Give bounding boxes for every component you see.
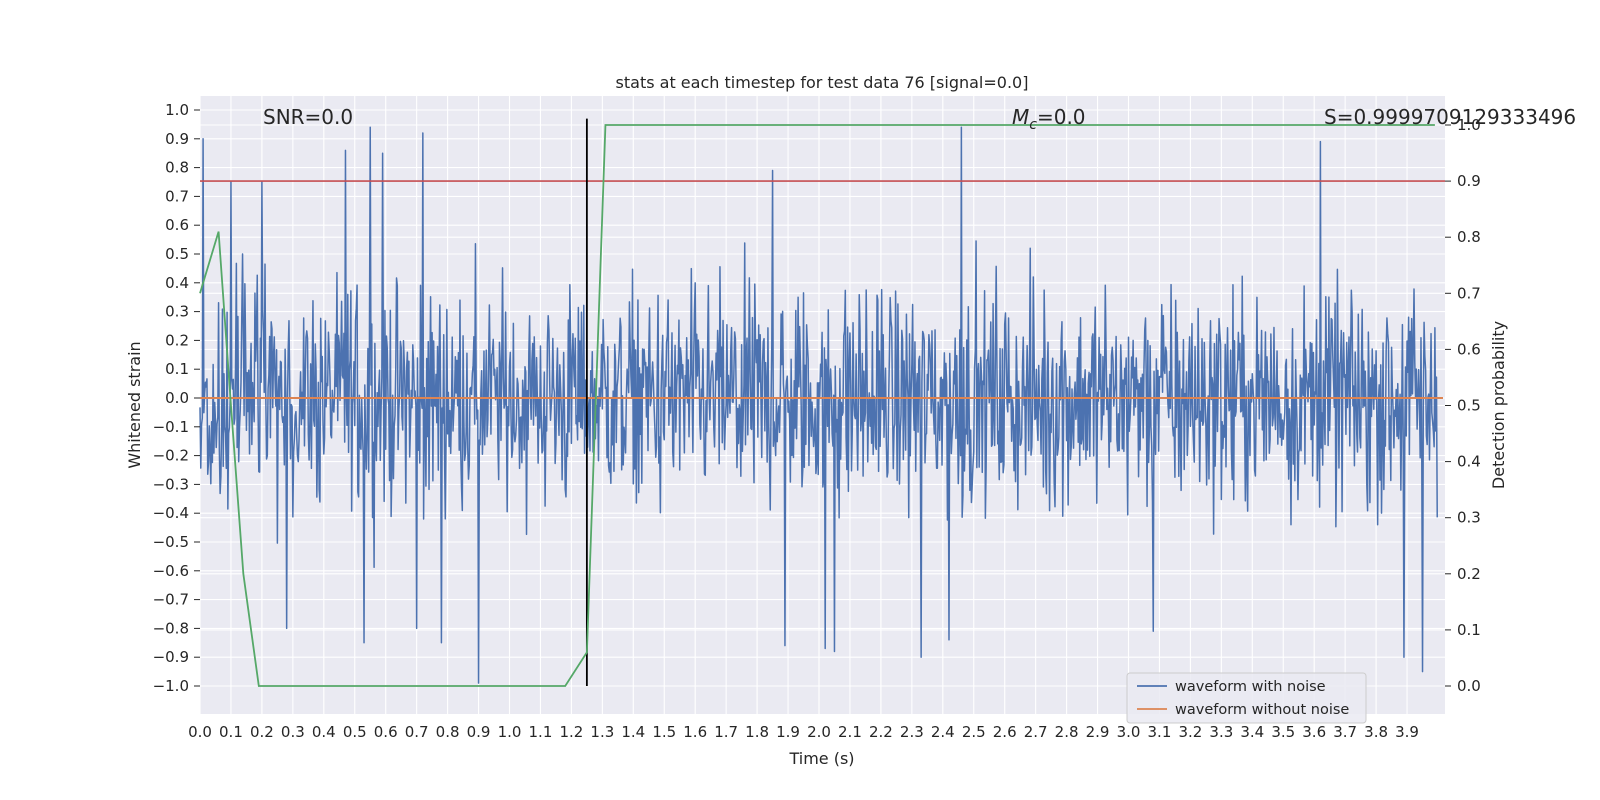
legend: waveform with noise waveform without noi… — [1126, 672, 1367, 724]
y-right-tick-label: 0.1 — [1457, 621, 1481, 639]
x-tick-label: 3.0 — [1117, 723, 1141, 741]
x-tick-label: 3.4 — [1240, 723, 1264, 741]
legend-box — [1126, 672, 1367, 724]
chart-title: stats at each timestep for test data 76 … — [616, 73, 1029, 92]
y-right-tick-label: 0.9 — [1457, 172, 1481, 190]
x-tick-label: 1.6 — [683, 723, 707, 741]
y-tick-label: −0.9 — [153, 648, 189, 666]
x-tick-label: 3.1 — [1148, 723, 1172, 741]
x-tick-label: 1.5 — [652, 723, 676, 741]
chirp-mass-annotation: Mc=0.0 — [1012, 105, 1086, 133]
y-tick-label: 0.1 — [165, 360, 189, 378]
x-tick-label: 2.0 — [807, 723, 831, 741]
x-tick-label: 0.4 — [312, 723, 336, 741]
x-tick-label: 3.5 — [1271, 723, 1295, 741]
x-tick-label: 2.4 — [931, 723, 955, 741]
noise-waveform-line — [199, 126, 1438, 684]
y-right-tick-label: 0.3 — [1457, 509, 1481, 527]
x-tick-label: 1.4 — [621, 723, 645, 741]
y-right-tick-label: 1.0 — [1457, 116, 1481, 134]
y-axis-ticks: 1.0 0.9 0.8 0.7 0.6 0.5 0.4 0.3 0.2 0.1 0.0 −0.1 −0.… — [153, 101, 200, 695]
x-axis-ticks: 0.0 0.1 0.2 0.3 0.4 0.5 0.6 0.7 0.8 0.9 1.0 1.1 1.2 1… — [188, 723, 1419, 741]
y-right-tick-label: 0.7 — [1457, 284, 1481, 302]
x-tick-label: 0.2 — [250, 723, 274, 741]
y-right-tick-label: 0.6 — [1457, 340, 1481, 358]
x-tick-label: 0.3 — [281, 723, 305, 741]
y-tick-label: 0.0 — [165, 389, 189, 407]
x-tick-label: 0.6 — [374, 723, 398, 741]
x-tick-label: 2.5 — [962, 723, 986, 741]
y-tick-label: −0.7 — [153, 591, 189, 609]
y-tick-label: 0.7 — [165, 187, 189, 205]
x-tick-label: 2.3 — [900, 723, 924, 741]
y-tick-label: −0.6 — [153, 562, 189, 580]
x-tick-label: 0.9 — [467, 723, 491, 741]
y-right-tick-label: 0.4 — [1457, 453, 1481, 471]
chirp-mass-symbol: M — [1012, 105, 1029, 129]
y-tick-label: 0.9 — [165, 130, 189, 148]
y-tick-label: −0.2 — [153, 447, 189, 465]
y-right-tick-label: 0.0 — [1457, 677, 1481, 695]
x-tick-label: 0.0 — [188, 723, 212, 741]
x-tick-label: 3.7 — [1333, 723, 1357, 741]
x-tick-label: 2.2 — [869, 723, 893, 741]
y-tick-label: 1.0 — [165, 101, 189, 119]
x-tick-label: 3.6 — [1302, 723, 1326, 741]
x-tick-label: 1.8 — [745, 723, 769, 741]
x-tick-label: 0.7 — [405, 723, 429, 741]
x-tick-label: 2.1 — [838, 723, 862, 741]
x-tick-label: 2.6 — [993, 723, 1017, 741]
overlays — [199, 118, 1445, 687]
y-tick-label: −0.8 — [153, 619, 189, 637]
x-tick-label: 3.2 — [1178, 723, 1202, 741]
x-tick-label: 1.7 — [714, 723, 738, 741]
x-tick-label: 0.8 — [436, 723, 460, 741]
legend-label-noise: waveform with noise — [1175, 679, 1326, 695]
y-tick-label: 0.8 — [165, 159, 189, 177]
waveform-with-noise — [199, 126, 1438, 684]
chirp-mass-subscript: c — [1029, 117, 1037, 133]
x-tick-label: 1.0 — [498, 723, 522, 741]
snr-annotation: SNR=0.0 — [263, 105, 353, 129]
x-tick-label: 2.8 — [1055, 723, 1079, 741]
x-tick-label: 1.1 — [529, 723, 553, 741]
y-tick-label: −0.1 — [153, 418, 189, 436]
y-tick-label: 0.4 — [165, 274, 189, 292]
x-tick-label: 1.3 — [590, 723, 614, 741]
x-tick-label: 1.2 — [559, 723, 583, 741]
y-axis-right-ticks: 1.0 0.9 0.8 0.7 0.6 0.5 0.4 0.3 0.2 0.1 0.0 — [1445, 116, 1481, 695]
y-right-tick-label: 0.2 — [1457, 565, 1481, 583]
x-tick-label: 2.7 — [1024, 723, 1048, 741]
x-axis-label: Time (s) — [788, 749, 854, 768]
chirp-mass-value: =0.0 — [1037, 105, 1086, 129]
x-tick-label: 3.3 — [1209, 723, 1233, 741]
y-right-tick-label: 0.5 — [1457, 397, 1481, 415]
y-tick-label: 0.2 — [165, 331, 189, 349]
score-annotation: S=0.9999709129333496 — [1324, 105, 1576, 129]
y-tick-label: 0.3 — [165, 303, 189, 321]
y-axis-right-label: Detection probability — [1489, 321, 1508, 489]
legend-label-clean: waveform without noise — [1175, 702, 1349, 718]
y-axis-label: Whitened strain — [125, 341, 144, 468]
y-tick-label: −0.5 — [153, 533, 189, 551]
y-tick-label: −0.4 — [153, 504, 189, 522]
x-tick-label: 2.9 — [1086, 723, 1110, 741]
x-tick-label: 0.5 — [343, 723, 367, 741]
y-tick-label: 0.5 — [165, 245, 189, 263]
x-tick-label: 1.9 — [776, 723, 800, 741]
y-tick-label: 0.6 — [165, 216, 189, 234]
detection-probability-line — [199, 124, 1435, 687]
y-tick-label: −1.0 — [153, 677, 189, 695]
y-right-tick-label: 0.8 — [1457, 228, 1481, 246]
x-tick-label: 3.8 — [1364, 723, 1388, 741]
x-tick-label: 3.9 — [1395, 723, 1419, 741]
y-tick-label: −0.3 — [153, 475, 189, 493]
x-tick-label: 0.1 — [219, 723, 243, 741]
